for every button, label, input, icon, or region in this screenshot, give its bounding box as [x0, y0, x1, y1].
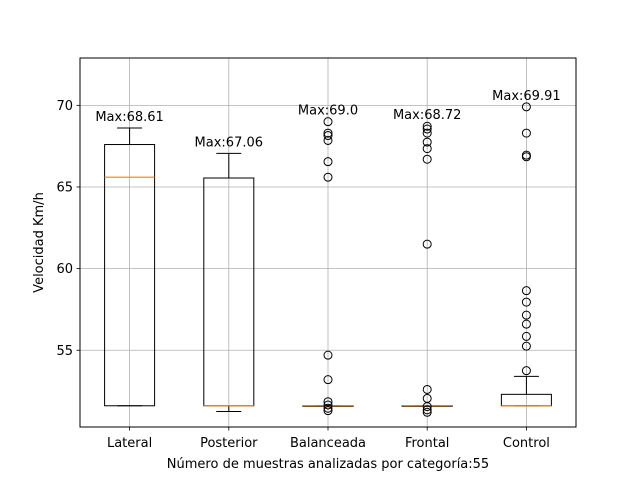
outlier-point — [323, 131, 333, 141]
x-tick-label: Lateral — [107, 436, 152, 451]
max-annotation: Max:69.0 — [298, 104, 358, 119]
outlier-point — [521, 331, 531, 341]
outlier-point — [323, 397, 333, 407]
outlier-point — [521, 319, 531, 329]
x-tick-label: Frontal — [405, 436, 449, 451]
outlier-point — [323, 157, 333, 167]
y-axis-label: Velocidad Km/h — [32, 192, 47, 293]
outlier-point — [323, 400, 333, 410]
outlier-point — [422, 407, 432, 417]
outlier-point — [422, 144, 432, 154]
outlier-point — [323, 375, 333, 385]
box-lateral: Max:68.61 — [95, 110, 164, 407]
x-tick-label: Balanceada — [290, 436, 366, 451]
box-frontal: Max:68.72 — [393, 108, 461, 417]
outlier-point — [323, 403, 333, 413]
outlier-point — [521, 286, 531, 296]
outlier-point — [521, 297, 531, 307]
outlier-point — [323, 350, 333, 360]
max-annotation: Max:67.06 — [195, 135, 263, 150]
outlier-point — [422, 402, 432, 412]
outlier-point — [323, 128, 333, 138]
y-tick-label: 65 — [56, 180, 73, 195]
outlier-point — [521, 366, 531, 376]
outlier-point — [521, 310, 531, 320]
y-tick-label: 55 — [56, 344, 73, 359]
max-annotation: Max:68.72 — [393, 108, 461, 123]
outlier-point — [422, 154, 432, 164]
box-balanceada: Max:69.0 — [298, 104, 358, 416]
outlier-point — [521, 341, 531, 351]
x-tick-label: Posterior — [200, 436, 258, 451]
outlier-point — [422, 121, 432, 131]
outlier-point — [422, 405, 432, 415]
box-control: Max:69.91 — [492, 89, 561, 407]
max-annotation: Max:69.91 — [492, 89, 560, 104]
max-annotation: Max:68.61 — [95, 110, 163, 125]
outlier-point — [422, 128, 432, 138]
outlier-point — [521, 128, 531, 138]
outlier-point — [422, 137, 432, 147]
outlier-point — [323, 135, 333, 145]
outlier-point — [323, 406, 333, 416]
outlier-point — [323, 172, 333, 182]
outlier-point — [422, 239, 432, 249]
outlier-point — [521, 152, 531, 162]
outlier-point — [422, 124, 432, 134]
grid-lines — [80, 58, 576, 427]
x-tick-label: Control — [503, 436, 550, 451]
outlier-point — [521, 102, 531, 112]
box-series: Max:68.61 Max:67.06 Max:69.0 Max:68.72 Max:6… — [95, 89, 561, 417]
axis-ticks: 55 60 65 70 Lateral Posterior Balanceada Fronta… — [56, 99, 549, 451]
y-tick-label: 70 — [56, 99, 73, 114]
outlier-point — [323, 117, 333, 127]
y-tick-label: 60 — [56, 262, 73, 277]
outlier-point — [422, 384, 432, 394]
x-axis-label: Número de muestras analizadas por catego… — [167, 457, 489, 472]
box-posterior: Max:67.06 — [195, 135, 263, 412]
